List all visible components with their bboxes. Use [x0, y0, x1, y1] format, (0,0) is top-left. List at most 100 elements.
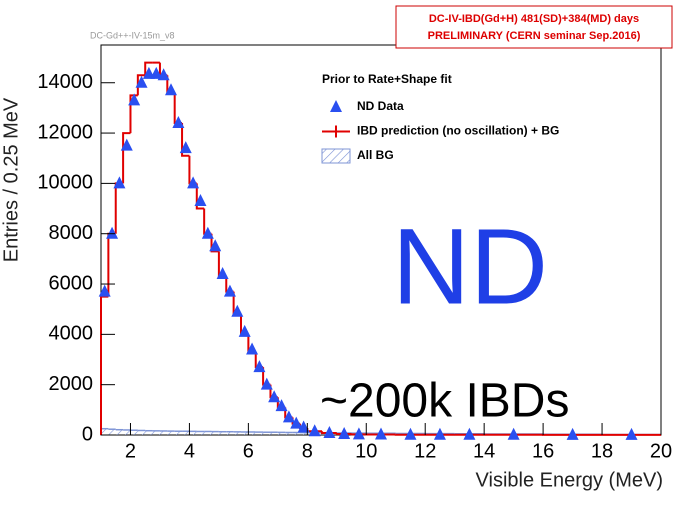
bg-bar — [299, 432, 308, 435]
data-point — [275, 399, 288, 412]
y-tick-label: 6000 — [49, 272, 94, 294]
data-point — [179, 141, 192, 154]
data-point — [165, 83, 177, 96]
bg-bar — [167, 431, 175, 435]
x-tick-label: 18 — [591, 440, 613, 462]
prediction-step — [195, 183, 205, 210]
data-point — [238, 324, 251, 337]
bg-bar — [182, 431, 190, 435]
data-point — [120, 138, 133, 151]
bg-bar — [211, 431, 219, 435]
prediction-step — [210, 233, 219, 253]
prediction-step — [100, 295, 109, 435]
bg-bar — [130, 430, 138, 435]
data-point — [268, 390, 281, 403]
data-point — [433, 427, 446, 440]
data-point — [128, 93, 141, 106]
x-tick-label: 4 — [184, 440, 195, 462]
data-point — [282, 410, 295, 423]
x-tick-label: 20 — [650, 440, 672, 462]
data-point — [246, 342, 259, 355]
data-point — [231, 304, 244, 317]
x-tick-label: 16 — [532, 440, 554, 462]
y-tick-label: 2000 — [49, 373, 94, 395]
y-tick-label: 8000 — [49, 222, 94, 244]
x-axis-label: Visible Energy (MeV) — [476, 469, 663, 491]
legend-label: IBD prediction (no oscillation) + BG — [357, 124, 559, 138]
legend-title: Prior to Rate+Shape fit — [322, 72, 452, 86]
prediction-step — [136, 74, 146, 96]
data-point — [323, 425, 336, 438]
data-point — [106, 226, 119, 239]
plot-tag: DC-Gd++-IV-15m_v8 — [90, 30, 175, 40]
bg-bar — [137, 430, 146, 435]
data-point — [308, 424, 321, 437]
y-axis-label: Entries / 0.25 MeV — [0, 97, 22, 262]
bg-bar — [174, 431, 183, 435]
bg-bar — [115, 429, 124, 435]
bg-bar — [152, 430, 160, 435]
y-tick-label: 4000 — [49, 323, 94, 345]
y-tick-label: 12000 — [37, 121, 93, 143]
data-point — [216, 266, 229, 279]
data-point — [463, 427, 476, 440]
bg-bar — [285, 432, 293, 435]
legend-label: All BG — [357, 148, 394, 162]
bg-bar — [263, 432, 271, 435]
data-point — [172, 116, 185, 128]
x-tick-label: 10 — [355, 440, 377, 462]
annotation: ~200k IBDs — [320, 375, 569, 428]
legend-label: ND Data — [357, 99, 404, 113]
data-point — [253, 360, 266, 373]
data-point — [625, 427, 638, 440]
data-point — [135, 75, 148, 88]
data-point — [201, 226, 214, 239]
data-point — [194, 194, 207, 206]
bg-bar — [292, 432, 300, 435]
data-point — [404, 427, 417, 440]
bg-bar — [270, 432, 278, 435]
bg-bar — [101, 428, 109, 435]
prediction-step — [181, 123, 190, 157]
bg-bar — [204, 431, 212, 435]
legend: Prior to Rate+Shape fit ND Data IBD predi… — [321, 72, 559, 164]
bg-bar — [123, 429, 131, 435]
data-point — [223, 284, 236, 297]
data-point — [507, 427, 520, 440]
prediction-step — [129, 94, 138, 134]
bg-bar — [108, 429, 116, 435]
data-point — [352, 427, 365, 440]
data-point — [187, 176, 200, 189]
x-tick-label: 14 — [473, 440, 495, 462]
y-tick-label: 10000 — [37, 172, 93, 194]
data-point — [150, 66, 163, 79]
y-tick-label: 0 — [82, 423, 93, 445]
data-point — [375, 427, 387, 440]
x-tick-label: 2 — [125, 440, 136, 462]
data-point — [157, 68, 170, 81]
annotation: ND — [392, 206, 548, 327]
bg-bar — [226, 431, 234, 435]
y-tick-label: 14000 — [37, 71, 93, 93]
plot-area — [98, 61, 661, 440]
data-point — [98, 284, 111, 297]
bg-bar — [218, 431, 227, 435]
bg-bar — [189, 431, 197, 435]
prediction-step — [122, 132, 131, 184]
prediction-step — [144, 61, 153, 76]
header-line: PRELIMINARY (CERN seminar Sep.2016) — [428, 30, 641, 42]
bg-bar — [277, 432, 286, 435]
data-point — [260, 377, 273, 390]
data-point — [290, 416, 303, 429]
x-tick-label: 12 — [414, 440, 436, 462]
data-point — [209, 239, 222, 252]
header-box — [395, 5, 673, 49]
x-tick-label: 6 — [243, 440, 254, 462]
legend-symbol — [321, 148, 351, 164]
bg-bar — [255, 432, 264, 435]
data-point — [113, 176, 126, 189]
x-tick-label: 8 — [302, 440, 313, 462]
data-point — [566, 427, 579, 440]
